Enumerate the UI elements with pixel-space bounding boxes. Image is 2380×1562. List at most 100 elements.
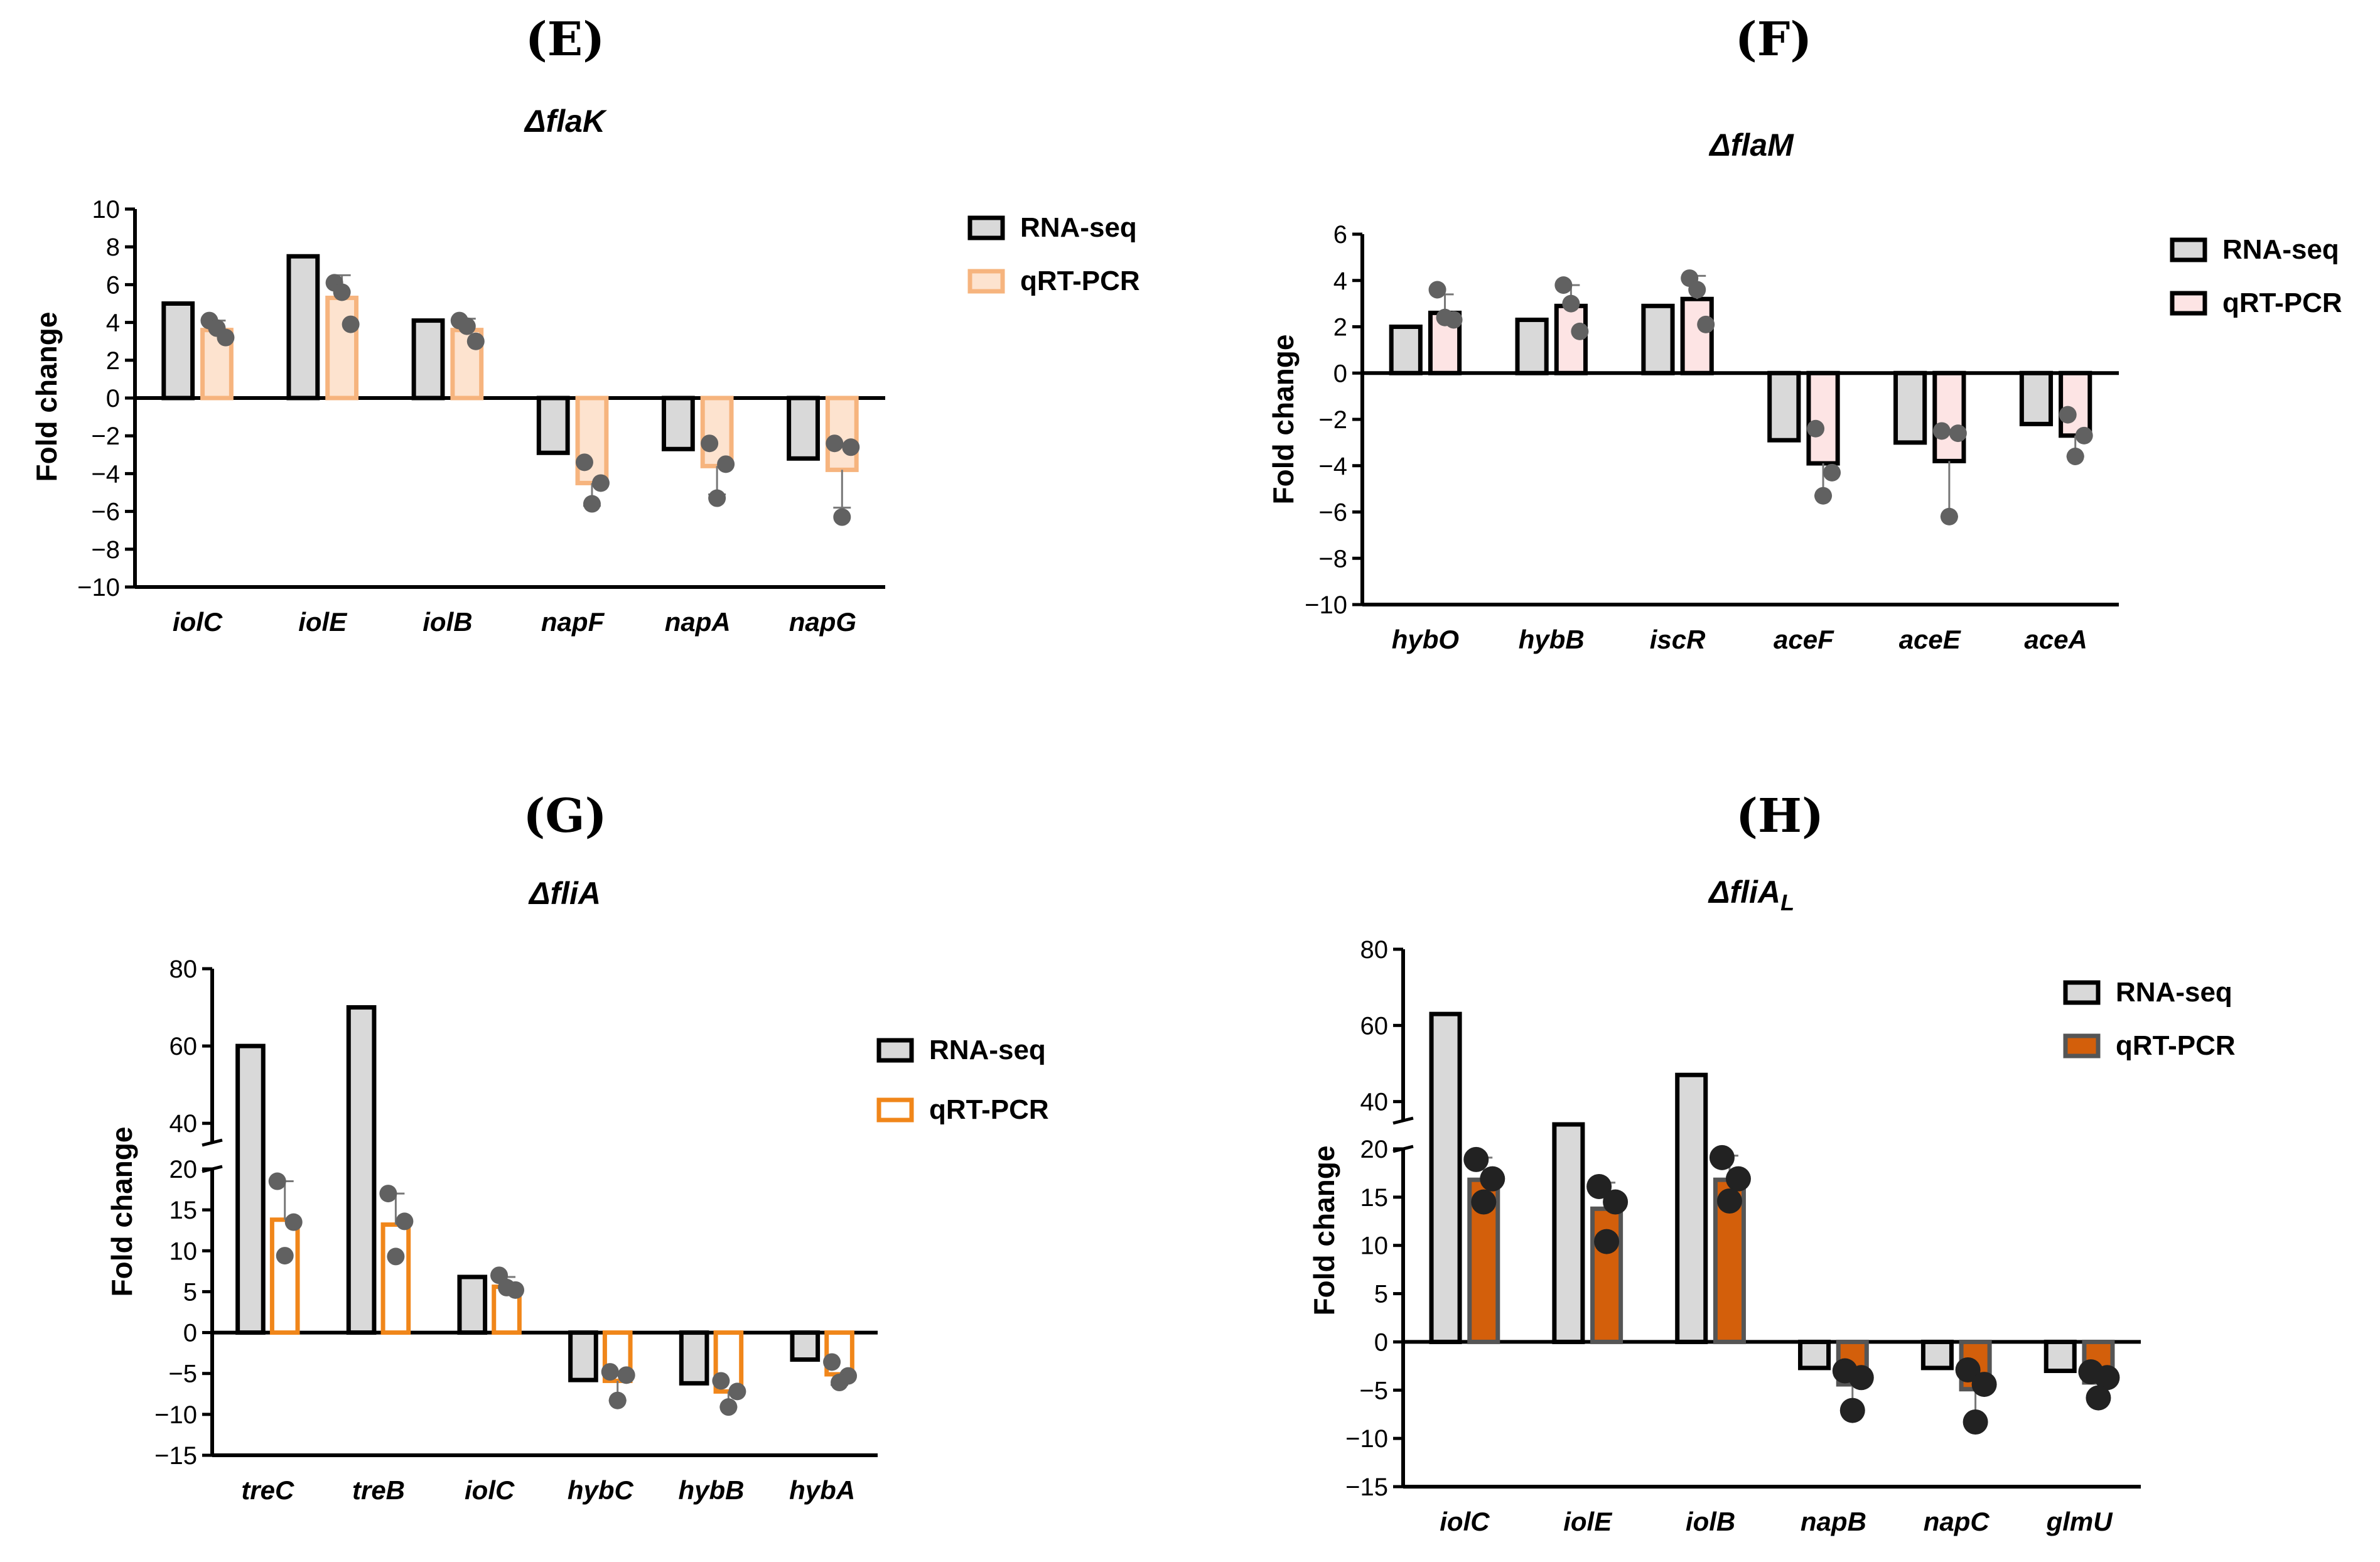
x-category-label: napG <box>789 607 856 637</box>
chart-title-part: flaM <box>1731 127 1794 163</box>
legend-label: RNA-seq <box>2116 977 2232 1008</box>
panel-g: (G) ΔfliA Fold change 80 60 40 20 15 10 5 0 −5 −10 −1… <box>105 789 1049 1505</box>
chart-title: ΔflaM <box>1708 127 1794 163</box>
replicate-point <box>1436 308 1454 326</box>
bar-rna-seq <box>1920 1339 1954 1371</box>
legend-swatch <box>876 1038 914 1063</box>
legend-swatch <box>2170 237 2207 262</box>
replicate-point <box>2094 1365 2120 1391</box>
replicate-point <box>583 495 601 513</box>
chart-title-part: flaK <box>546 104 608 139</box>
legend-label: qRT-PCR <box>929 1094 1049 1125</box>
y-tick-label: −10 <box>1305 591 1347 619</box>
x-category-label: glmU <box>2046 1507 2114 1536</box>
x-category-label: iolE <box>1563 1507 1613 1536</box>
chart-title-part: Δ <box>528 876 551 911</box>
bar-qrt-pcr <box>2059 370 2092 438</box>
replicate-point <box>1716 1188 1742 1214</box>
x-category-label: iolB <box>423 607 472 637</box>
legend-label: RNA-seq <box>1020 212 1137 243</box>
bar-rna-seq <box>568 1330 598 1382</box>
panel-e: (E) ΔflaK Fold change 10 8 6 4 2 0 −2 −4 −6 −8 −10 iol… <box>30 13 1140 637</box>
y-tick-label: −8 <box>91 536 120 564</box>
replicate-point <box>1586 1173 1612 1199</box>
legend-swatch <box>2170 291 2207 316</box>
x-category-label: iolC <box>465 1475 515 1505</box>
axis-break-mark <box>202 1138 223 1147</box>
x-category-label: hybC <box>568 1475 634 1505</box>
y-tick-label: 20 <box>1360 1136 1389 1163</box>
bar-rna-seq <box>286 254 320 401</box>
y-tick-label: −10 <box>77 574 120 601</box>
x-category-label: napA <box>665 607 731 637</box>
replicate-point <box>1603 1189 1629 1215</box>
y-tick-label: 2 <box>1333 314 1347 342</box>
y-tick-label: 0 <box>1333 360 1347 387</box>
y-axis-label: Fold change <box>30 312 63 482</box>
y-tick-label: 10 <box>170 1237 198 1265</box>
replicate-point <box>458 317 476 335</box>
x-category-label: hybA <box>789 1475 855 1505</box>
chart-title-part: fliA <box>1730 875 1781 910</box>
y-tick-label: −10 <box>1345 1425 1388 1453</box>
chart-title-part: Δ <box>1708 875 1730 910</box>
replicate-point <box>1940 507 1958 525</box>
y-tick-label: −15 <box>154 1442 197 1470</box>
legend-swatch <box>876 1097 914 1123</box>
legend-label: RNA-seq <box>929 1035 1046 1065</box>
bar-rna-seq <box>161 301 195 401</box>
y-tick-label: 0 <box>183 1320 197 1347</box>
y-tick-label: 40 <box>170 1110 198 1138</box>
bar-rna-seq <box>787 396 820 461</box>
chart-title-part: L <box>1780 890 1794 915</box>
y-tick-label: 2 <box>106 347 120 375</box>
legend-label: qRT-PCR <box>2222 288 2342 318</box>
chart-title-part: fliA <box>551 876 601 911</box>
replicate-point <box>1480 1166 1505 1192</box>
bar-qrt-pcr <box>325 295 359 401</box>
x-category-label: iscR <box>1650 625 1706 654</box>
legend-label: qRT-PCR <box>1020 266 1140 296</box>
legend-swatch <box>967 215 1005 240</box>
replicate-point <box>842 438 860 456</box>
bar-rna-seq <box>1767 370 1801 443</box>
axis-break-mark <box>1392 1116 1414 1125</box>
replicate-point <box>1955 1357 1981 1383</box>
replicate-point <box>1463 1146 1489 1172</box>
replicate-point <box>601 1363 619 1381</box>
x-category-label: iolB <box>1686 1507 1735 1536</box>
replicate-point <box>1562 294 1580 313</box>
x-category-label: hybB <box>679 1475 745 1505</box>
replicate-point <box>712 1372 730 1390</box>
y-tick-label: 10 <box>92 196 121 224</box>
bar-rna-seq <box>1893 370 1927 445</box>
bar-qrt-pcr <box>1932 370 1966 463</box>
replicate-point <box>396 1212 414 1231</box>
y-tick-label: 80 <box>1360 936 1389 964</box>
y-tick-label: 5 <box>183 1278 197 1306</box>
replicate-point <box>1848 1365 1874 1391</box>
replicate-point <box>717 455 735 473</box>
x-category-label: aceE <box>1899 625 1962 654</box>
x-category-label: iolC <box>1440 1507 1490 1536</box>
replicate-point <box>1709 1145 1735 1170</box>
bar-rna-seq <box>536 396 570 455</box>
replicate-point <box>617 1366 635 1384</box>
x-category-label: hybB <box>1519 625 1585 654</box>
x-category-label: napB <box>1801 1507 1866 1536</box>
y-tick-label: 0 <box>106 385 120 412</box>
replicate-point <box>1971 1372 1997 1398</box>
x-category-label: treC <box>241 1475 294 1505</box>
replicate-point <box>591 474 610 492</box>
legend-swatch <box>2063 980 2101 1005</box>
replicate-point <box>826 434 844 453</box>
replicate-point <box>1428 281 1446 299</box>
replicate-point <box>2066 448 2084 465</box>
y-tick-label: 60 <box>170 1033 198 1060</box>
replicate-point <box>701 434 719 453</box>
replicate-point <box>1814 487 1833 505</box>
y-tick-label: 8 <box>106 234 120 261</box>
replicate-point <box>1688 281 1706 299</box>
chart-title-part: Δ <box>524 104 546 139</box>
